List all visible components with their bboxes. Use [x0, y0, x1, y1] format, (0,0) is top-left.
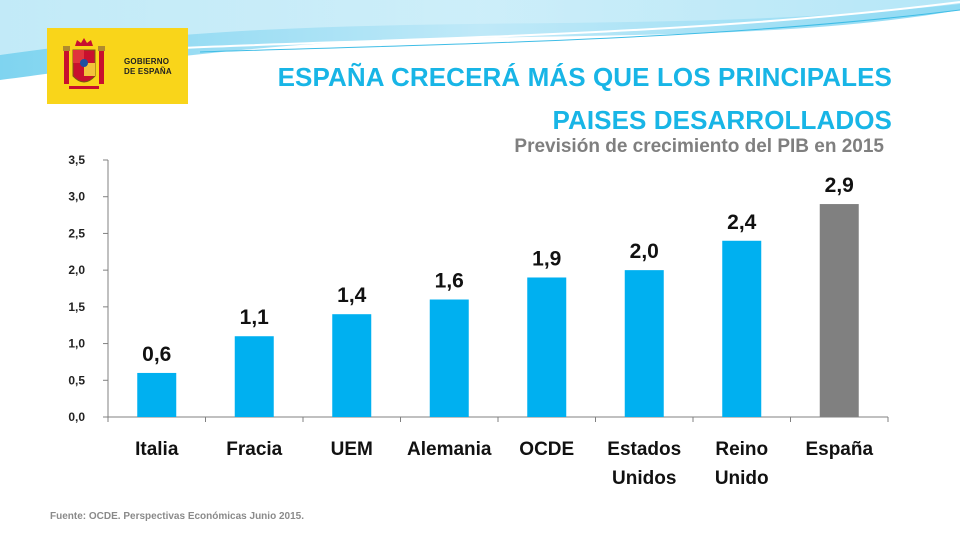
bar	[137, 372, 177, 417]
data-label: 2,4	[727, 211, 757, 234]
bar	[332, 314, 372, 417]
page-title-line-1: ESPAÑA CRECERÁ MÁS QUE LOS PRINCIPALES	[277, 62, 892, 92]
bar	[234, 336, 274, 417]
y-tick-label: 0,0	[68, 410, 85, 424]
bar	[819, 204, 859, 417]
bar	[429, 299, 469, 417]
logo-text: GOBIERNO DE ESPAÑA	[124, 57, 172, 77]
bar	[722, 240, 762, 417]
x-category-label: Unido	[715, 468, 769, 489]
data-label: 1,4	[337, 284, 367, 307]
x-category-label: Unidos	[612, 468, 676, 489]
y-tick-label: 2,0	[68, 263, 85, 277]
data-label: 2,0	[630, 240, 659, 263]
coat-of-arms-icon	[63, 38, 105, 89]
header-waves	[0, 0, 960, 80]
logo-line-1: GOBIERNO	[124, 57, 170, 66]
gobierno-de-espana-logo: GOBIERNO DE ESPAÑA	[47, 28, 188, 104]
data-label: 2,9	[825, 174, 854, 197]
y-tick-label: 3,0	[68, 190, 85, 204]
chart-title: Previsión de crecimiento del PIB en 2015	[514, 136, 884, 157]
bar	[624, 270, 664, 417]
data-label: 1,6	[435, 270, 464, 293]
x-category-label: Estados	[607, 439, 681, 460]
x-category-label: España	[805, 439, 873, 460]
x-category-label: Alemania	[407, 439, 492, 460]
y-tick-label: 1,0	[68, 337, 85, 351]
logo-line-2: DE ESPAÑA	[124, 67, 172, 76]
y-tick-label: 2,5	[68, 226, 85, 240]
x-category-label: Fracia	[226, 439, 282, 460]
y-tick-label: 0,5	[68, 373, 85, 387]
page-title-line-2: PAISES DESARROLLADOS	[552, 105, 892, 135]
bar	[527, 277, 567, 417]
x-category-label: Reino	[715, 439, 768, 460]
data-label: 0,6	[142, 343, 171, 366]
data-label: 1,1	[240, 306, 270, 329]
x-category-label: OCDE	[519, 439, 574, 460]
y-tick-label: 1,5	[68, 300, 85, 314]
x-category-label: UEM	[331, 439, 373, 460]
y-tick-label: 3,5	[68, 153, 85, 167]
x-category-label: Italia	[135, 439, 179, 460]
source-note: Fuente: OCDE. Perspectivas Económicas Ju…	[50, 511, 304, 522]
data-label: 1,9	[532, 247, 561, 270]
